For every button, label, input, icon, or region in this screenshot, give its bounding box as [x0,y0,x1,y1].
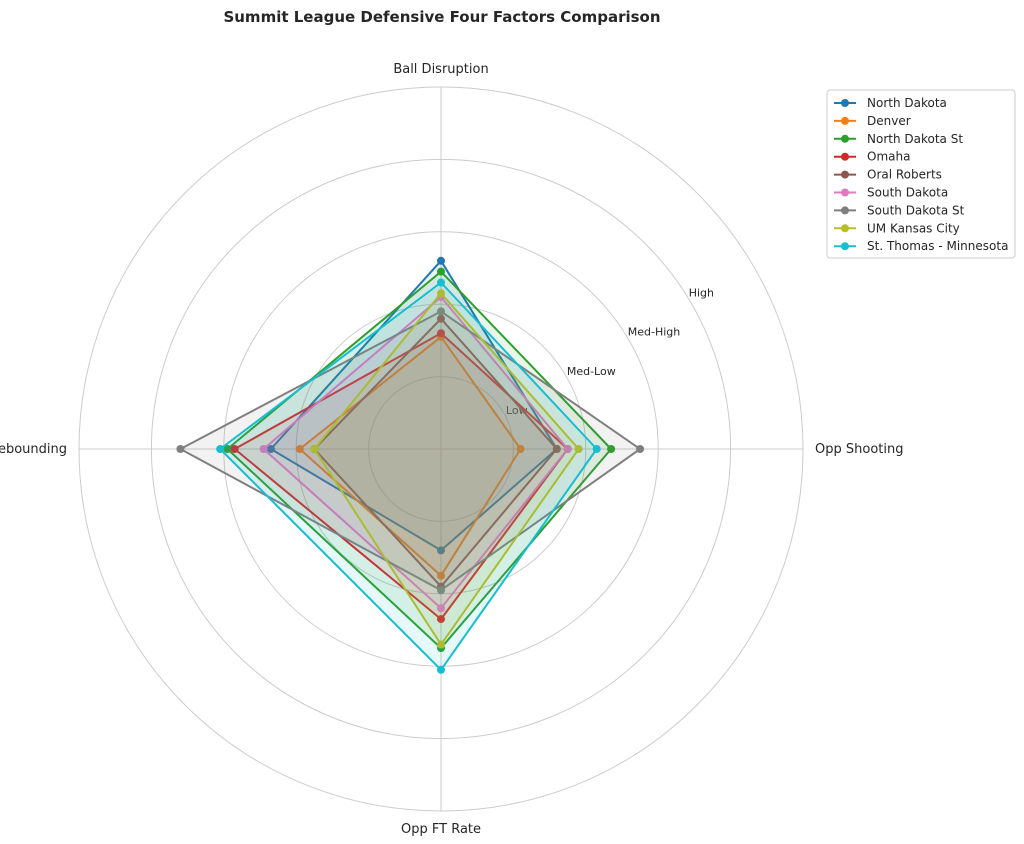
legend-item-denver: Denver [834,114,911,128]
tick-label-high: High [689,287,714,300]
point-oral-roberts-ball-disruption [437,314,445,323]
axis-label-ball-disruption: Ball Disruption [393,62,488,77]
point-north-dakota-st-def-rebounding [223,445,232,453]
point-south-dakota-def-rebounding [259,445,268,453]
point-um-kansas-city-def-rebounding [310,445,319,453]
legend-label-st-thomas-minnesota: St. Thomas - Minnesota [867,239,1008,253]
point-north-dakota-ball-disruption [437,256,445,265]
axis-label-def-rebounding: Def Rebounding [0,442,67,457]
point-st-thomas-minnesota-def-rebounding [216,445,225,453]
legend-label-north-dakota-st: North Dakota St [867,132,963,146]
point-north-dakota-opp-ft-rate [437,546,445,555]
series-fill-omaha [234,333,568,620]
point-omaha-opp-ft-rate [437,615,445,624]
point-south-dakota-st-def-rebounding [176,445,185,453]
point-denver-opp-ft-rate [437,571,445,580]
axis-label-opp-shooting: Opp Shooting [815,442,903,457]
series-fill-south-dakota-st [180,311,641,591]
point-north-dakota-def-rebounding [266,445,275,453]
series-denver [295,332,525,580]
legend-label-omaha: Omaha [867,150,910,164]
point-oral-roberts-opp-shooting [552,445,561,453]
point-south-dakota-st-opp-shooting [636,445,645,453]
point-south-dakota-opp-shooting [563,445,572,453]
legend-item-north-dakota: North Dakota [834,96,947,110]
legend-item-st-thomas-minnesota: St. Thomas - Minnesota [834,239,1008,253]
tick-label-med-high: Med-High [628,326,681,339]
legend-item-north-dakota-st: North Dakota St [834,132,963,146]
legend-marker-north-dakota [841,99,849,107]
series-fill-denver [299,336,521,576]
legend: North Dakota Denver North Dakota St Omaha Or… [826,89,1016,259]
legend-marker-um-kansas-city [841,224,849,233]
point-st-thomas-minnesota-opp-shooting [592,445,601,453]
point-south-dakota-opp-ft-rate [437,604,445,613]
point-denver-def-rebounding [295,445,304,453]
legend-item-south-dakota: South Dakota [834,186,948,200]
series-um-kansas-city [310,289,583,649]
series-fill-st-thomas-minnesota [220,282,597,670]
legend-frame [826,89,1016,259]
series-fill-north-dakota-st [227,271,612,649]
series-fill-um-kansas-city [314,293,579,645]
legend-item-um-kansas-city: UM Kansas City [834,221,960,235]
point-st-thomas-minnesota-opp-ft-rate [437,665,445,674]
point-north-dakota-st-opp-shooting [607,445,616,453]
point-um-kansas-city-opp-shooting [574,445,583,453]
point-south-dakota-st-opp-ft-rate [437,586,445,595]
point-st-thomas-minnesota-ball-disruption [437,278,445,287]
legend-marker-st-thomas-minnesota [841,242,849,251]
legend-label-south-dakota: South Dakota [867,186,948,200]
axis-label-opp-ft-rate: Opp FT Rate [401,822,481,837]
point-denver-opp-shooting [516,445,525,453]
point-omaha-ball-disruption [437,329,445,338]
point-north-dakota-st-ball-disruption [437,267,445,276]
series-south-dakota-st [176,307,645,595]
legend-marker-omaha [841,152,849,161]
legend-marker-north-dakota-st [841,134,849,143]
legend-label-denver: Denver [867,114,911,128]
chart-title: Summit League Defensive Four Factors Com… [223,8,660,26]
legend-label-north-dakota: North Dakota [867,96,947,110]
legend-item-south-dakota-st: South Dakota St [834,203,965,217]
series-omaha [230,329,572,624]
legend-marker-oral-roberts [841,170,849,179]
legend-marker-south-dakota-st [841,206,849,215]
point-um-kansas-city-ball-disruption [437,289,445,298]
axis-labels: Ball Disruption Opp Shooting Opp FT Rate De… [0,62,903,837]
point-omaha-def-rebounding [230,445,239,453]
point-south-dakota-st-ball-disruption [437,307,445,316]
series-fill-south-dakota [263,297,568,609]
tick-label-med-low: Med-Low [567,365,616,378]
legend-marker-denver [841,116,849,125]
series-layer [176,256,645,674]
legend-item-oral-roberts: Oral Roberts [834,168,942,182]
series-st-thomas-minnesota [216,278,601,674]
legend-label-south-dakota-st: South Dakota St [867,203,965,217]
legend-marker-south-dakota [841,188,849,197]
legend-label-um-kansas-city: UM Kansas City [867,221,960,235]
legend-item-omaha: Omaha [834,150,910,164]
legend-label-oral-roberts: Oral Roberts [867,168,942,182]
point-um-kansas-city-opp-ft-rate [437,640,445,649]
